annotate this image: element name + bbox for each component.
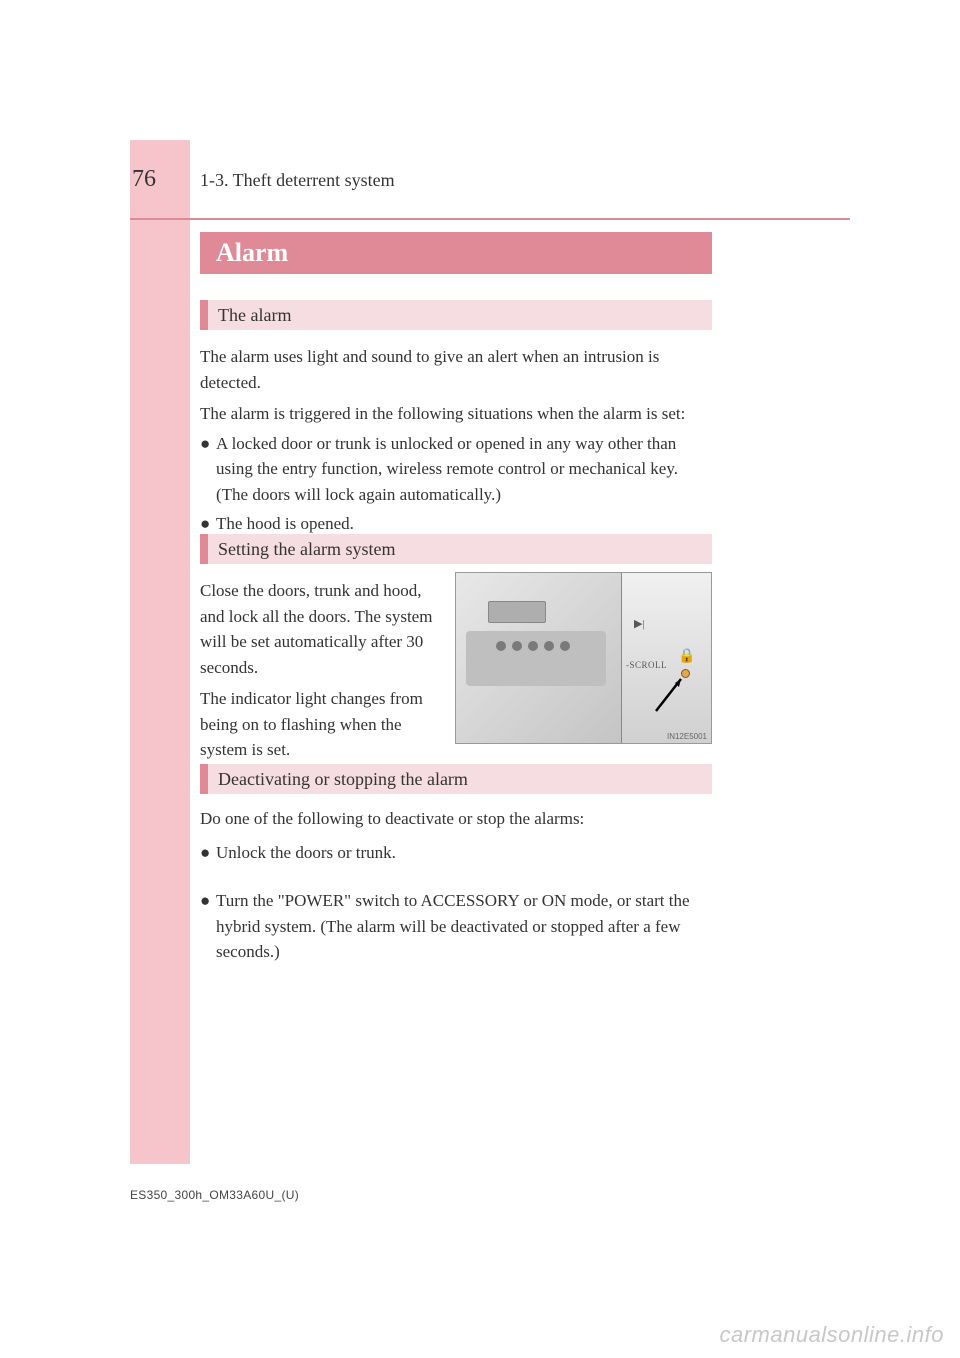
- page-number: 76: [132, 166, 156, 193]
- page-title: Alarm: [200, 232, 712, 274]
- section-body-alarm: The alarm uses light and sound to give a…: [200, 344, 710, 537]
- paragraph: Close the doors, trunk and hood, and loc…: [200, 578, 443, 680]
- figure-control-knobs: [496, 641, 576, 653]
- bullet-marker: ●: [200, 511, 216, 537]
- bullet-text: The hood is opened.: [216, 511, 710, 537]
- bullet-text: Unlock the doors or trunk.: [216, 840, 710, 866]
- bullet-marker: ●: [200, 431, 216, 508]
- bullet-marker: ●: [200, 840, 216, 866]
- bullet-marker: ●: [200, 888, 216, 965]
- figure-closeup-panel: [621, 573, 712, 744]
- lock-icon: 🔒: [678, 648, 695, 665]
- bullet-text: A locked door or trunk is unlocked or op…: [216, 431, 710, 508]
- dashboard-figure: ▶| -SCROLL 🔒 IN12E5001: [455, 572, 712, 744]
- section-sidebar: [130, 140, 190, 1164]
- breadcrumb: 1-3. Theft deterrent system: [200, 170, 395, 191]
- paragraph: Do one of the following to deactivate or…: [200, 806, 710, 832]
- bullet-item: ● Turn the "POWER" switch to ACCESSORY o…: [200, 888, 710, 965]
- footer-code: ES350_300h_OM33A60U_(U): [130, 1188, 299, 1202]
- section-heading-deactivating: Deactivating or stopping the alarm: [200, 764, 712, 794]
- figure-center-console: [466, 631, 606, 686]
- section-body-setting: Close the doors, trunk and hood, and loc…: [200, 578, 443, 763]
- figure-infotainment-screen: [488, 601, 546, 623]
- header-divider: [130, 218, 850, 220]
- arrow-icon: [651, 673, 691, 713]
- figure-scroll-label: -SCROLL: [626, 660, 667, 670]
- figure-dashboard-area: [456, 573, 621, 744]
- section-heading-alarm: The alarm: [200, 300, 712, 330]
- bullet-item: ● A locked door or trunk is unlocked or …: [200, 431, 710, 508]
- bullet-item: ● The hood is opened.: [200, 511, 710, 537]
- figure-code: IN12E5001: [667, 732, 707, 741]
- manual-page: 76 1-3. Theft deterrent system Alarm The…: [0, 0, 960, 1358]
- paragraph: The alarm uses light and sound to give a…: [200, 344, 710, 395]
- bullet-text: Turn the "POWER" switch to ACCESSORY or …: [216, 888, 710, 965]
- paragraph: The alarm is triggered in the following …: [200, 401, 710, 427]
- watermark: carmanualsonline.info: [719, 1322, 944, 1348]
- figure-play-label: ▶|: [634, 617, 645, 630]
- paragraph: The indicator light changes from being o…: [200, 686, 443, 763]
- section-heading-setting: Setting the alarm system: [200, 534, 712, 564]
- bullet-item: ● Unlock the doors or trunk.: [200, 840, 710, 866]
